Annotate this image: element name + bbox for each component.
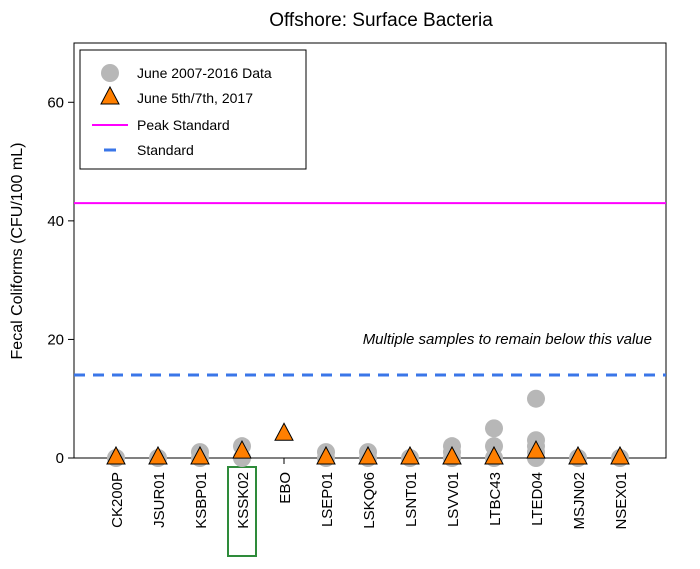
legend-circle-marker <box>101 64 119 82</box>
point-2017 <box>526 440 546 459</box>
y-tick-label: 20 <box>47 331 64 348</box>
point-2017 <box>484 445 504 465</box>
y-tick-label: 0 <box>56 450 64 467</box>
point-2017 <box>568 445 588 465</box>
point-2017 <box>358 445 378 465</box>
legend-label-peak-standard: Peak Standard <box>137 117 230 133</box>
y-tick-label: 40 <box>47 213 64 230</box>
chart-title: Offshore: Surface Bacteria <box>269 10 493 31</box>
x-tick-label: LSKQ06 <box>361 472 378 529</box>
reference-lines <box>74 202 666 377</box>
legend-label-2017: June 5th/7th, 2017 <box>137 90 253 106</box>
legend-label-standard: Standard <box>137 142 194 158</box>
point-2017 <box>106 445 126 465</box>
x-tick-label: JSUR01 <box>151 472 168 528</box>
legend-label-historical: June 2007-2016 Data <box>137 65 272 81</box>
point-2017 <box>316 445 336 465</box>
x-tick-label: LTED04 <box>529 472 546 526</box>
x-tick-label: LSVV01 <box>445 472 462 527</box>
x-tick-label: KSBP01 <box>193 472 210 529</box>
point-2017 <box>190 445 210 465</box>
x-tick-label: KSSK02 <box>235 472 252 529</box>
x-tick-label: EBO <box>277 472 294 504</box>
point-2017 <box>610 445 630 465</box>
legend-triangle-marker <box>100 85 120 105</box>
legend: June 2007-2016 Data June 5th/7th, 2017 P… <box>79 49 307 170</box>
x-tick-label: LSNT01 <box>403 472 420 527</box>
point-2017 <box>232 440 252 459</box>
point-2017 <box>400 445 420 465</box>
x-tick-label: LSEP01 <box>319 472 336 527</box>
x-axis: CK200P JSUR01 KSBP01 KSSK02 EBO LSEP01 LSKQ06 L… <box>109 458 630 557</box>
historical-point <box>527 389 545 408</box>
standard-annotation: Multiple samples to remain below this va… <box>363 331 652 348</box>
x-tick-label: MSJN02 <box>571 472 588 530</box>
y-axis: 0 20 40 60 <box>47 94 74 467</box>
point-2017 <box>274 422 294 441</box>
data-points <box>106 389 630 467</box>
point-2017 <box>442 445 462 465</box>
y-axis-label: Fecal Coliforms (CFU/100 mL) <box>9 143 26 360</box>
historical-point <box>485 419 503 438</box>
x-tick-label: CK200P <box>109 472 126 528</box>
x-tick-label: NSEX01 <box>613 472 630 530</box>
x-tick-label: LTBC43 <box>487 472 504 526</box>
point-2017 <box>148 445 168 465</box>
y-tick-label: 60 <box>47 94 64 111</box>
